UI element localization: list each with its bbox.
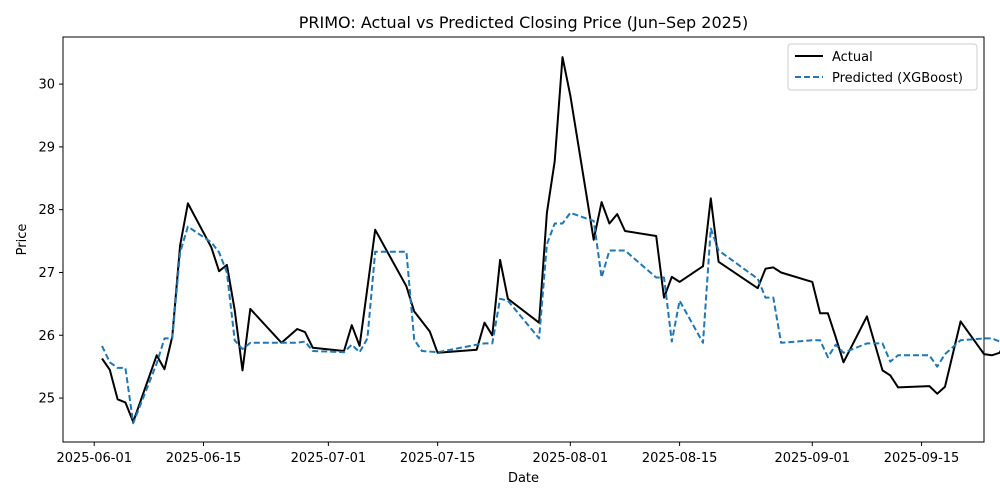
- y-tick-label: 27: [38, 266, 55, 281]
- x-tick-label: 2025-06-15: [166, 451, 242, 466]
- y-axis-label: Price: [15, 224, 30, 256]
- x-tick-label: 2025-09-15: [884, 451, 960, 466]
- x-tick-label: 2025-06-01: [56, 451, 132, 466]
- y-axis: 25 26 27 28 29 30: [38, 78, 63, 407]
- x-tick-label: 2025-08-01: [533, 451, 609, 466]
- x-tick-label: 2025-07-01: [291, 451, 367, 466]
- legend: Actual Predicted (XGBoost): [787, 43, 978, 91]
- x-tick-label: 2025-07-15: [400, 451, 476, 466]
- x-axis: 2025-06-01 2025-06-15 2025-07-01 2025-07-15…: [56, 442, 959, 466]
- legend-label-predicted: Predicted (XGBoost): [832, 71, 963, 86]
- chart-title: PRIMO: Actual vs Predicted Closing Price…: [299, 13, 749, 32]
- series-predicted: [101, 211, 1000, 425]
- series-actual: [101, 56, 1000, 423]
- x-tick-label: 2025-09-01: [775, 451, 851, 466]
- y-tick-label: 28: [38, 203, 55, 218]
- y-tick-label: 29: [38, 140, 55, 155]
- series-line-actual: [101, 56, 1000, 423]
- series-layer: [101, 56, 1000, 425]
- plot-frame: [62, 36, 985, 443]
- legend-label-actual: Actual: [832, 50, 873, 65]
- legend-box: [787, 43, 978, 91]
- series-line-predicted: [101, 211, 1000, 425]
- y-tick-label: 26: [38, 329, 55, 344]
- x-axis-label: Date: [508, 471, 539, 486]
- y-tick-label: 25: [38, 392, 55, 407]
- x-tick-label: 2025-08-15: [642, 451, 718, 466]
- y-tick-label: 30: [38, 78, 55, 93]
